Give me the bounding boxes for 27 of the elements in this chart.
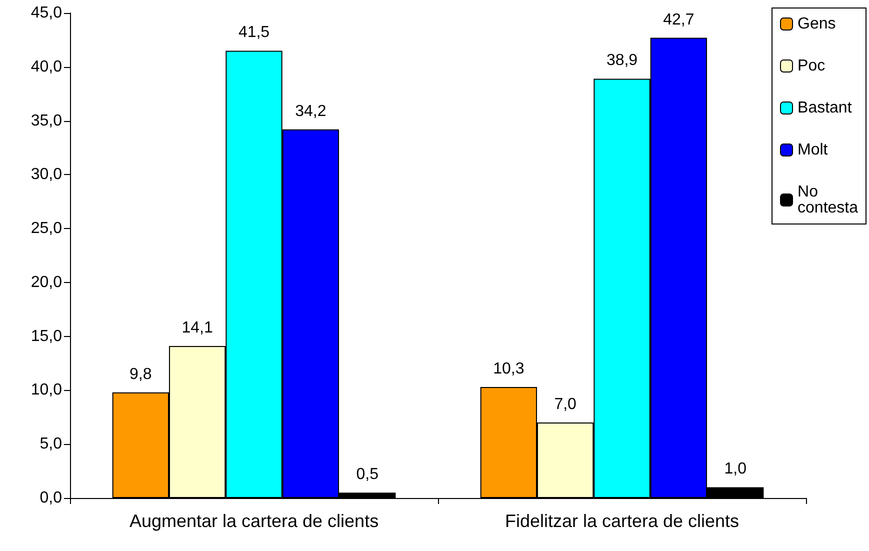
- x-tick-label: Fidelitzar la cartera de clients: [504, 511, 740, 531]
- legend-label: Bastant: [798, 100, 852, 116]
- data-label: 1,0: [724, 460, 747, 478]
- data-label: 41,5: [238, 24, 270, 42]
- data-label: 38,9: [606, 52, 638, 70]
- data-label: 0,5: [356, 466, 379, 484]
- data-label: 42,7: [663, 11, 694, 28]
- legend-label: Molt: [798, 142, 828, 158]
- x-tick-label: Augmentar la cartera de clients: [129, 511, 379, 531]
- legend-label: Poc: [798, 58, 826, 74]
- y-tick-label: 40,0: [30, 58, 62, 76]
- data-label: 34,2: [295, 102, 326, 120]
- y-tick-label: 5,0: [40, 436, 62, 453]
- y-tick-label: 20,0: [30, 274, 62, 291]
- data-label: 7,0: [554, 396, 577, 414]
- y-tick-label: 10,0: [30, 382, 62, 399]
- legend-label: No contesta: [798, 184, 858, 216]
- legend-label: Gens: [798, 16, 836, 32]
- y-tick-label: 0,0: [40, 490, 62, 506]
- data-label: 10,3: [493, 360, 524, 378]
- data-label: 9,8: [130, 366, 152, 383]
- y-tick-label: 15,0: [30, 328, 62, 345]
- data-label: 14,1: [182, 320, 213, 337]
- y-tick-label: 35,0: [30, 112, 62, 130]
- y-tick-label: 30,0: [30, 166, 62, 184]
- y-tick-label: 45,0: [30, 4, 62, 22]
- y-tick-label: 25,0: [30, 220, 62, 238]
